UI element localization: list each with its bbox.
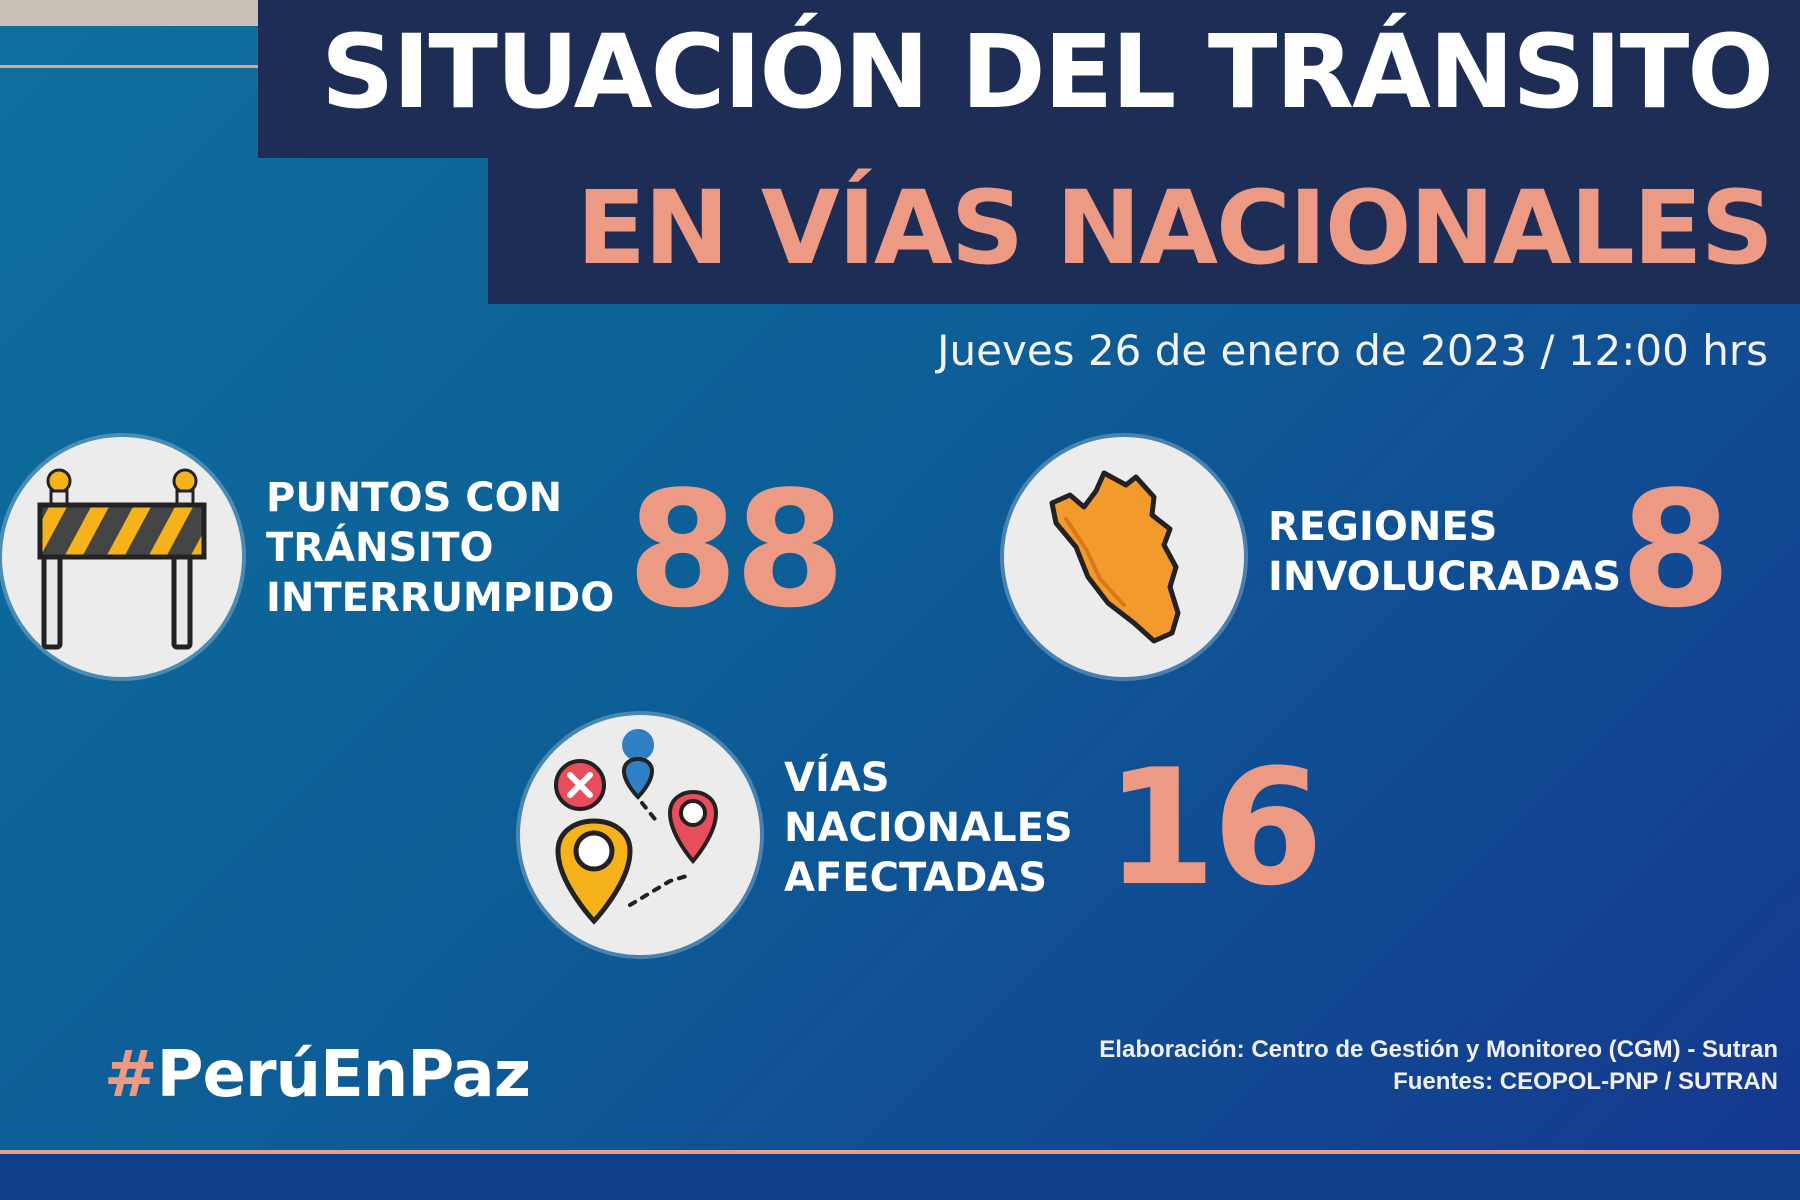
title-box-line1: SITUACIÓN DEL TRÁNSITO bbox=[258, 0, 1800, 158]
stat-value-regions: 8 bbox=[1620, 456, 1731, 643]
background-photo-strip bbox=[0, 0, 270, 26]
stat-value-interrupted-points: 88 bbox=[627, 456, 846, 643]
title-box-line2: EN VÍAS NACIONALES bbox=[488, 158, 1800, 304]
date-time: Jueves 26 de enero de 2023 / 12:00 hrs bbox=[937, 326, 1768, 375]
decorative-line-bottom bbox=[0, 1150, 1800, 1154]
road-barrier-icon bbox=[2, 437, 242, 677]
stat-value-national-roads: 16 bbox=[1105, 734, 1324, 921]
stat-label-national-roads: VÍAS NACIONALES AFECTADAS bbox=[784, 755, 1073, 901]
peru-map-icon bbox=[1004, 437, 1244, 677]
credits: Elaboración: Centro de Gestión y Monitor… bbox=[1099, 1034, 1778, 1098]
hashtag: #PerúEnPaz bbox=[104, 1038, 531, 1112]
hashtag-symbol: # bbox=[104, 1038, 158, 1112]
stat-label-interrupted-points: PUNTOS CON TRÁNSITO INTERRUMPIDO bbox=[266, 475, 615, 621]
hashtag-text: PerúEnPaz bbox=[156, 1038, 531, 1112]
title-line2: EN VÍAS NACIONALES bbox=[576, 169, 1774, 288]
credit-sources: Fuentes: CEOPOL-PNP / SUTRAN bbox=[1393, 1068, 1778, 1095]
location-pins-icon bbox=[520, 715, 760, 955]
stat-label-regions: REGIONES INVOLUCRADAS bbox=[1268, 504, 1622, 600]
title-line1: SITUACIÓN DEL TRÁNSITO bbox=[321, 13, 1774, 132]
bottom-band bbox=[0, 1154, 1800, 1200]
decorative-line-top bbox=[0, 65, 262, 68]
credit-elaboration: Elaboración: Centro de Gestión y Monitor… bbox=[1099, 1036, 1778, 1063]
